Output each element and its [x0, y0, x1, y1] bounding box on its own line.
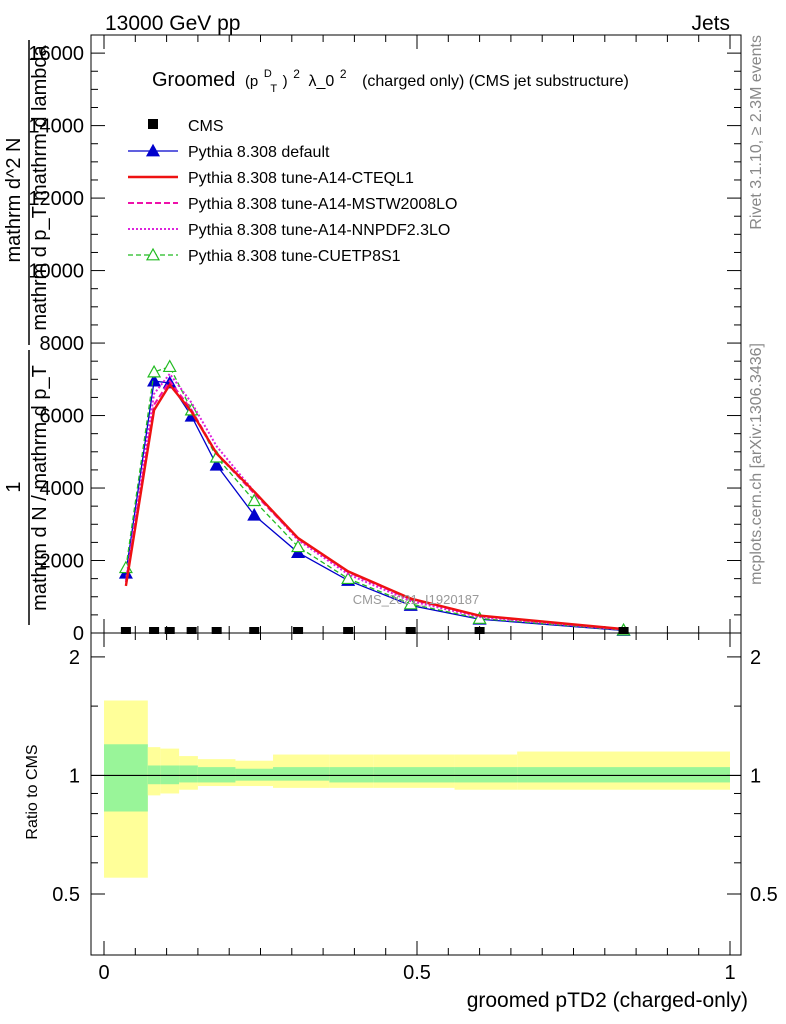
legend-label-nnpdf: Pythia 8.308 tune-A14-NNPDF2.3LO	[188, 222, 450, 239]
analysis-watermark: CMS_2021_I1920187	[353, 592, 480, 607]
point-cuetp	[147, 364, 162, 378]
x-axis-label: groomed pTD2 (charged-only)	[467, 989, 748, 1012]
point-cms	[474, 627, 485, 634]
title-suffix: (charged only) (CMS jet substructure)	[362, 73, 629, 90]
x-tick-label: 0	[98, 962, 109, 984]
point-cms	[405, 627, 416, 634]
ratio-band-inner	[197, 767, 236, 783]
title-close: )	[283, 73, 288, 90]
svg-text:Groomed (p D: Groomed (p D T ) 2 λ_0 2 (charged only) …	[152, 60, 629, 97]
title-sq: 2	[293, 67, 300, 81]
legend-marker-default	[145, 143, 161, 157]
legend-label-default: Pythia 8.308 default	[188, 144, 330, 161]
y-tick-label: 12000	[28, 188, 84, 210]
ratio-band-inner	[454, 767, 518, 783]
y-tick-label: 16000	[28, 43, 84, 65]
point-cms	[249, 627, 260, 634]
main-plot-area: 0 2000 4000 6000 8000 10000 12000 14000 16000	[28, 35, 741, 645]
y-tick-label: 14000	[28, 116, 84, 138]
ratio-tick-label-right: 1	[750, 765, 761, 787]
legend: CMS Pythia 8.308 default Pythia 8.308 tune…	[128, 118, 457, 265]
point-cms	[149, 627, 160, 634]
x-tick-label: 0.5	[403, 962, 431, 984]
series-line-nnpdf	[124, 372, 624, 631]
y-tick-label: 2000	[40, 551, 85, 573]
ratio-tick-label: 1	[69, 765, 80, 787]
ratio-band-inner	[104, 744, 148, 812]
y-axis-label-main: 1 mathrm d N / mathrm d p_T mathrm d^2 N…	[3, 40, 51, 625]
legend-label-mstw: Pythia 8.308 tune-A14-MSTW2008LO	[188, 196, 457, 213]
point-cuetp	[403, 596, 418, 610]
ratio-tick-label-right: 2	[750, 647, 761, 669]
ratio-tick-label-right: 0.5	[750, 884, 778, 906]
y-axis-label-ratio: Ratio to CMS	[24, 744, 41, 839]
point-default	[209, 457, 224, 471]
ratio-tick-label: 0.5	[52, 884, 80, 906]
point-default	[147, 373, 162, 387]
point-cms	[120, 627, 131, 634]
header-left: 13000 GeV pp	[105, 12, 240, 35]
y-tick-label: 6000	[40, 406, 85, 428]
side-label-top: Rivet 3.1.10, ≥ 2.3M events	[748, 35, 765, 230]
point-cms	[618, 627, 629, 634]
point-cuetp	[162, 359, 177, 373]
point-cuetp	[247, 493, 262, 507]
y-tick-label: 4000	[40, 478, 85, 500]
series-line-cteql1	[124, 382, 624, 631]
ratio-band-inner	[329, 767, 374, 783]
ratio-band-inner	[179, 765, 198, 783]
ratio-band-inner	[517, 767, 730, 783]
title-sub: T	[270, 83, 277, 95]
ratio-tick-label: 2	[69, 647, 80, 669]
ratio-frame	[90, 632, 742, 956]
ylabel-frac2-den: mathrm d p_T mathrm d lambda	[29, 44, 51, 330]
point-cms	[293, 627, 304, 634]
legend-label-cms: CMS	[188, 118, 224, 135]
ratio-plot-area: 0 0.5 1 0.5 0.5 1 1 2 2	[52, 633, 778, 984]
ylabel-frac2-num: mathrm d^2 N	[3, 138, 25, 263]
y-tick-label: 0	[73, 623, 84, 645]
point-default	[247, 507, 262, 521]
title-sq2: 2	[340, 67, 347, 81]
title-prefix: Groomed	[152, 69, 235, 91]
legend-marker-cms	[148, 119, 158, 129]
ylabel-frac-den: mathrm d N / mathrm d p_T	[29, 365, 51, 611]
series-line-cuetp	[125, 365, 624, 631]
legend-label-cuetp: Pythia 8.308 tune-CUETP8S1	[188, 248, 401, 265]
main-title: Groomed (p D T ) 2 λ_0 2 (charged only) …	[152, 60, 629, 97]
x-tick-label: 1	[724, 962, 735, 984]
ratio-band-inner	[373, 767, 455, 783]
point-cms	[211, 627, 222, 634]
ratio-band-inner	[235, 768, 274, 781]
header-right: Jets	[691, 12, 730, 35]
title-p: (p	[245, 73, 258, 90]
point-cms	[343, 627, 354, 634]
legend-label-cteql1: Pythia 8.308 tune-A14-CTEQL1	[188, 170, 414, 187]
point-cuetp	[291, 539, 306, 553]
point-cuetp	[341, 571, 356, 585]
legend-marker-cuetp	[145, 247, 161, 261]
ratio-band-inner	[273, 767, 330, 781]
title-sup: D	[264, 68, 272, 80]
series-line-mstw	[124, 379, 624, 631]
y-tick-label: 10000	[28, 261, 84, 283]
point-cms	[164, 627, 175, 634]
side-label-bottom: mcplots.cern.ch [arXiv:1306.3436]	[748, 343, 765, 585]
ylabel-frac-num: 1	[3, 481, 25, 492]
y-tick-label: 8000	[40, 333, 85, 355]
title-lambda: λ_0	[308, 73, 334, 90]
point-cms	[186, 627, 197, 634]
